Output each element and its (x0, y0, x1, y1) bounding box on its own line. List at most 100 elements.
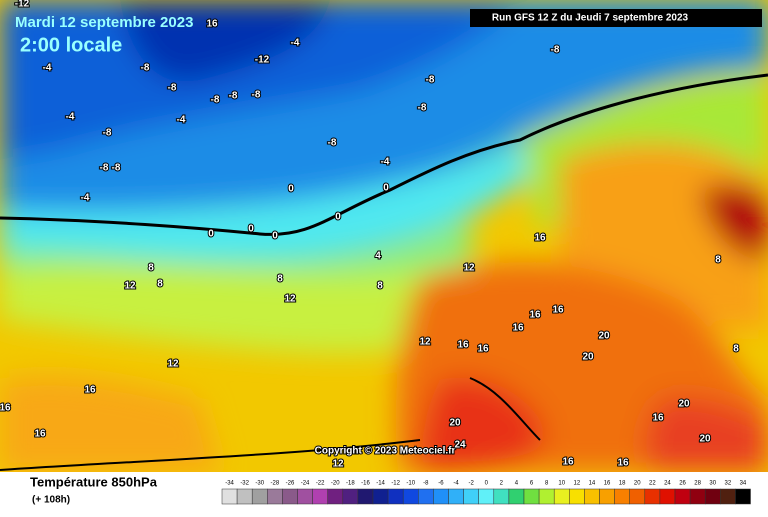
scale-swatch (508, 488, 525, 505)
color-scale: -34 -32 -30 -28 -26 -24 -22 -20 -18 -16 -14 -12 -10-… (221, 481, 751, 505)
contour-label: 0 (288, 184, 294, 195)
scale-swatch (297, 488, 313, 505)
scale-swatch (282, 488, 298, 505)
scale-swatch (448, 488, 464, 505)
contour-label: -8 (551, 45, 560, 56)
scale-label: 22 (649, 481, 656, 487)
contour-label: -4 (291, 38, 300, 49)
contour-label: -8 (112, 163, 121, 174)
scale-swatch (463, 488, 479, 505)
scale-label: -34 (225, 481, 234, 487)
scale-swatch (402, 488, 419, 505)
contour-label: 24 (454, 440, 466, 451)
footer-title: Température 850hPa (30, 474, 158, 489)
scale-label: -20 (331, 481, 340, 487)
contour-label: 8 (377, 281, 383, 292)
contour-label: -8 (103, 128, 112, 139)
contour-label: 16 (552, 305, 564, 316)
copyright: Copyright © 2023 Meteociel.fr (315, 446, 456, 457)
contour-label: -8 (168, 83, 177, 94)
scale-label: -14 (376, 481, 385, 487)
contour-label: 16 (562, 457, 574, 468)
scale-swatch (584, 488, 600, 505)
scale-label: 16 (604, 481, 611, 487)
scale-swatch (493, 488, 510, 505)
contour-label: 16 (529, 310, 541, 321)
contour-label: 20 (598, 331, 610, 342)
contour-label: 8 (148, 263, 154, 274)
contour-label: -4 (43, 63, 52, 74)
scale-label: -32 (240, 481, 249, 487)
scale-label: -12 (391, 481, 400, 487)
scale-label: -26 (286, 481, 295, 487)
scale-label: 18 (619, 481, 626, 487)
map-date: Mardi 12 septembre 2023 (15, 14, 193, 31)
contour-label: -12 (15, 0, 30, 10)
scale-swatch (689, 488, 706, 505)
scale-swatch (267, 488, 283, 505)
contour-label: -8 (229, 91, 238, 102)
scale-swatch (312, 488, 328, 505)
scale-swatch (659, 488, 676, 505)
contour-label: 8 (715, 255, 721, 266)
scale-swatch (599, 488, 615, 505)
scale-label: -28 (271, 481, 280, 487)
scale-label: -16 (361, 481, 370, 487)
scale-label: -8 (423, 481, 429, 487)
scale-label: -2 (468, 481, 474, 487)
scale-swatch (720, 488, 736, 505)
scale-swatch (735, 488, 751, 505)
contour-label: 16 (512, 323, 524, 334)
scale-swatch (327, 488, 344, 505)
contour-label: 16 (34, 429, 46, 440)
contour-label: -8 (100, 163, 109, 174)
scale-label: 20 (634, 481, 641, 487)
contour-label: 16 (652, 413, 664, 424)
scale-label: 14 (589, 481, 596, 487)
scale-label: 32 (725, 481, 732, 487)
scale-label: 34 (740, 481, 747, 487)
contour-label: -8 (418, 103, 427, 114)
scale-label: 30 (709, 481, 716, 487)
scale-label: 2 (500, 481, 504, 487)
scale-swatch (478, 488, 495, 505)
contour-label: 0 (272, 231, 278, 242)
scale-label: 0 (485, 481, 489, 487)
scale-swatch (387, 488, 404, 505)
scale-swatch (538, 488, 555, 505)
contour-label: -4 (66, 112, 75, 123)
contour-label: -4 (81, 193, 90, 204)
scale-swatch (644, 488, 661, 505)
contour-label: 16 (477, 344, 489, 355)
scale-swatch (569, 488, 585, 505)
contour-label: 8 (277, 274, 283, 285)
contour-label: 16 (457, 340, 469, 351)
contour-label: -8 (328, 138, 337, 149)
contour-label: 20 (582, 352, 594, 363)
scale-swatch (357, 488, 374, 505)
contour-label: 20 (699, 434, 711, 445)
contour-label: 0 (248, 224, 254, 235)
contour-label: -8 (426, 75, 435, 86)
scale-label: -6 (438, 481, 444, 487)
contour-label: -4 (381, 157, 390, 168)
contour-label: 0 (383, 183, 389, 194)
scale-label: -18 (346, 481, 355, 487)
scale-label: -24 (301, 481, 310, 487)
map-background (0, 0, 768, 472)
scale-swatch (614, 488, 630, 505)
contour-label: 12 (284, 294, 296, 305)
scale-label: -10 (406, 481, 415, 487)
contour-label: 16 (617, 458, 629, 469)
scale-swatch (704, 488, 721, 505)
scale-swatch (629, 488, 646, 505)
footer-lead: (+ 108h) (32, 495, 70, 506)
scale-label: 10 (558, 481, 565, 487)
scale-swatch (553, 488, 570, 505)
contour-label: -8 (211, 95, 220, 106)
scale-swatch (221, 488, 238, 505)
contour-label: -8 (141, 63, 150, 74)
scale-label: 12 (574, 481, 581, 487)
